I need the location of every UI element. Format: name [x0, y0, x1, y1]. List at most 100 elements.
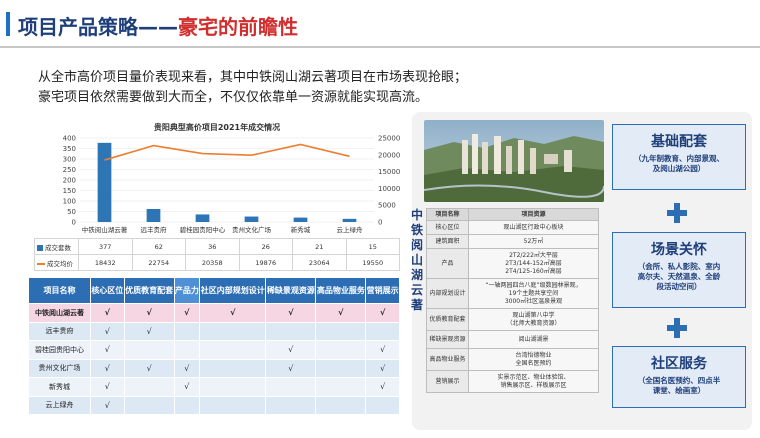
- legend-bar-swatch: [37, 244, 43, 251]
- check-mark: [123, 377, 175, 397]
- check-mark: √: [90, 395, 125, 415]
- resource-row: 高品物业服务 台湾怡德物业 全国名医预约: [426, 348, 599, 371]
- check-mark: √: [90, 303, 125, 323]
- check-mark: [173, 395, 201, 415]
- chart-cell: 21: [292, 238, 347, 255]
- check-mark: √: [90, 358, 125, 378]
- chart-title: 贵阳典型高价项目2021年成交情况: [153, 123, 281, 132]
- y-tick-left: 150: [63, 187, 76, 195]
- resource-value: 52万㎡: [468, 234, 599, 249]
- check-mark: [173, 340, 201, 360]
- sales-chart: 0 50 100 150 200 250 300 350 400 0 5000 10000 15000 2…: [34, 118, 400, 278]
- chart-cell: 22754: [131, 254, 186, 271]
- title-accent-bar: [6, 12, 10, 36]
- chart-cell: 18432: [78, 254, 133, 271]
- legend-line-swatch: [37, 262, 45, 265]
- sales-chart-svg: 0 50 100 150 200 250 300 350 400 0 5000 10000 15000 2…: [63, 135, 400, 235]
- resource-key: 优质教育配套: [426, 308, 469, 331]
- resource-row: 内部规划设计 “一轴两园四台八庭”级数园林景观， 19个主题共享空间 3000㎡…: [426, 278, 599, 309]
- x-tick-label: 贵州文化广场: [232, 225, 272, 234]
- matrix-row: 远丰贵府 √ √: [28, 321, 400, 341]
- y-tick-right: 15000: [378, 168, 400, 176]
- x-tick-label: 新秀城: [291, 225, 311, 234]
- chart-cell: 15: [345, 238, 400, 255]
- chart-cell: 62: [131, 238, 186, 255]
- title-divider: [0, 46, 760, 48]
- matrix-header: 优质教育配套: [123, 277, 175, 304]
- resource-value: 2T2/222㎡大平层 2T3/144-152㎡高层 2T4/125-160㎡高…: [468, 248, 599, 279]
- resource-value: 阅山湖湖景: [468, 330, 599, 349]
- resource-key: 建筑面积: [426, 234, 469, 249]
- matrix-header: 产品力: [173, 277, 201, 304]
- check-mark: [199, 377, 267, 397]
- page-title: 项目产品策略——豪宅的前瞻性: [18, 11, 298, 40]
- comparison-matrix: 项目名称 核心区位 优质教育配套 产品力 社区内部规划设计 稀缺景观资源 高品物…: [28, 277, 400, 415]
- feature-box-title: 场景关怀: [651, 242, 707, 258]
- x-tick-label: 云上绿舟: [337, 225, 364, 234]
- y-tick-left: 200: [63, 177, 76, 185]
- resource-row: 优质教育配套 观山湖第八中学 （北师大教育资源）: [426, 308, 599, 331]
- bar: [244, 216, 259, 222]
- check-mark: [315, 340, 367, 360]
- check-mark: [123, 340, 175, 360]
- chart-table-row-count: 成交套数 377 62 36 26 21 15: [34, 238, 400, 255]
- title-main-text: 项目产品策略: [18, 15, 138, 39]
- check-mark: √: [265, 303, 317, 323]
- check-mark: √: [315, 303, 367, 323]
- check-mark: √: [90, 340, 125, 360]
- y-tick-left: 250: [63, 166, 76, 174]
- bar: [146, 208, 161, 222]
- check-mark: [265, 395, 317, 415]
- title-highlight: 豪宅的前瞻性: [178, 15, 298, 39]
- y-tick-right: 25000: [378, 135, 400, 143]
- check-mark: √: [90, 321, 125, 341]
- resource-row: 核心区位 观山湖区行政中心板块: [426, 220, 599, 235]
- y-tick-right: 0: [378, 219, 382, 227]
- matrix-header: 项目名称: [28, 277, 91, 304]
- feature-box-sub: （会所、私人影院、室内 高尔夫、天然温泉、全龄 段活动空间）: [637, 262, 721, 291]
- matrix-header: 核心区位: [90, 277, 125, 304]
- y-tick-right: 5000: [378, 202, 396, 210]
- price-line: [104, 143, 350, 161]
- matrix-row: 云上绿舟 √: [28, 395, 400, 415]
- intro-line-2: 豪宅项目依然需要做到大而全，不仅仅依靠单一资源就能实现高流。: [38, 90, 429, 105]
- check-mark: √: [123, 358, 175, 378]
- matrix-row: 碧桂园贵阳中心 √ √ √: [28, 340, 400, 360]
- title-separator: ——: [138, 15, 178, 39]
- bar: [97, 142, 112, 222]
- check-mark: √: [123, 321, 175, 341]
- matrix-header: 稀缺景观资源: [265, 277, 317, 304]
- chart-cell: 20358: [185, 254, 240, 271]
- legend-count-label: 成交套数: [45, 243, 71, 252]
- check-mark: √: [265, 358, 317, 378]
- check-mark: √: [365, 340, 400, 360]
- resource-key: 稀缺景观资源: [426, 330, 469, 349]
- resource-row: 建筑面积 52万㎡: [426, 234, 599, 249]
- check-mark: [315, 321, 367, 341]
- chart-table-row-price: 成交均价 18432 22754 20358 19876 23064 19550: [34, 254, 400, 271]
- plus-icon: [667, 318, 687, 338]
- check-mark: [199, 358, 267, 378]
- feature-box-title: 社区服务: [651, 356, 707, 372]
- resource-header: 项目名称: [426, 208, 469, 221]
- resource-value: 实景示范区、物业体验馆、 销售展示区、样板展示区: [468, 370, 599, 393]
- project-vertical-label: 中铁阅山湖云著: [410, 208, 423, 312]
- check-mark: [315, 377, 367, 397]
- check-mark: [365, 395, 400, 415]
- chart-data-table: 成交套数 377 62 36 26 21 15 成交均价 18432 22754…: [34, 238, 400, 271]
- check-mark: √: [90, 377, 125, 397]
- check-mark: √: [173, 358, 201, 378]
- plus-icon: [667, 203, 687, 223]
- intro-line-1: 从全市高价项目量价表现来看，其中中铁阅山湖云著项目在市场表现抢眼；: [38, 70, 468, 85]
- check-mark: [265, 321, 317, 341]
- resource-header: 项目资源: [468, 208, 599, 221]
- resource-key: 产品: [426, 248, 469, 279]
- chart-cell: 26: [238, 238, 293, 255]
- matrix-project-name: 新秀城: [28, 377, 91, 397]
- resource-value: 观山湖第八中学 （北师大教育资源）: [468, 308, 599, 331]
- bar: [293, 217, 308, 222]
- legend-price: 成交均价: [34, 254, 79, 271]
- matrix-header-row: 项目名称 核心区位 优质教育配套 产品力 社区内部规划设计 稀缺景观资源 高品物…: [28, 277, 400, 304]
- feature-box-service: 社区服务 （全国名医预约、四点半 课堂、绘画室）: [612, 346, 746, 408]
- resource-row: 产品 2T2/222㎡大平层 2T3/144-152㎡高层 2T4/125-16…: [426, 248, 599, 279]
